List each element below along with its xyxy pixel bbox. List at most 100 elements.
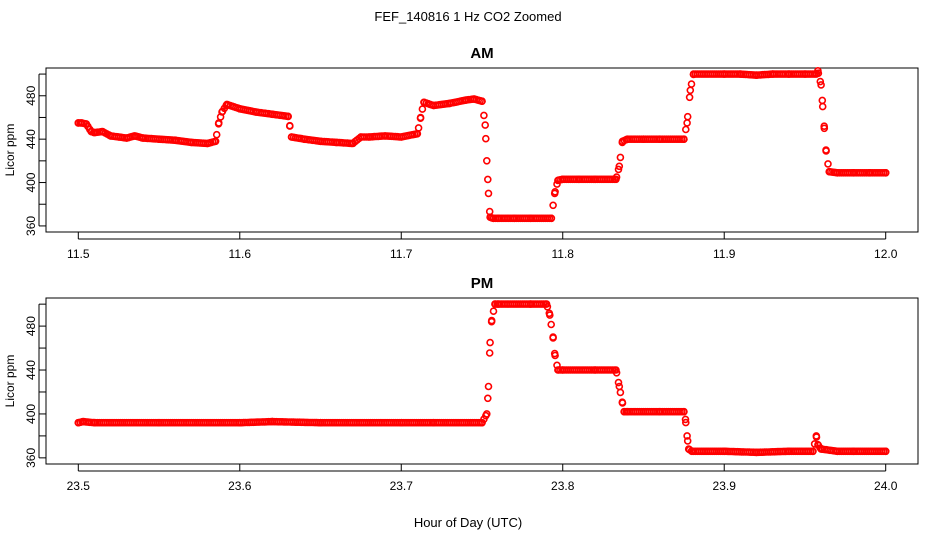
data-point [822, 146, 830, 154]
y-tick-label: 400 [24, 404, 38, 424]
data-point [681, 418, 690, 427]
data-point [816, 77, 825, 86]
data-point [817, 81, 825, 89]
data-point [817, 445, 825, 453]
data-point [614, 165, 623, 174]
plot-frame [45, 67, 919, 233]
x-tick-label: 12.0 [874, 247, 898, 261]
data-point [618, 399, 627, 407]
x-tick-label: 11.8 [552, 247, 575, 261]
data-point [114, 133, 123, 141]
data-point [480, 111, 488, 120]
data-point [510, 214, 519, 223]
data-point [615, 382, 624, 391]
panel-title: PM [471, 275, 494, 292]
data-point [849, 169, 858, 177]
data-point [155, 418, 163, 427]
data-point [74, 119, 83, 127]
data-points [74, 300, 890, 457]
data-point [526, 214, 535, 223]
data-point [818, 102, 827, 111]
data-point [212, 130, 221, 139]
data-point [223, 100, 231, 109]
x-tick-label: 23.9 [713, 479, 737, 493]
data-point [215, 119, 223, 127]
data-point [549, 201, 557, 210]
data-point [720, 447, 729, 456]
data-point [553, 180, 561, 188]
data-point [612, 175, 620, 184]
data-point [171, 136, 179, 144]
data-point [849, 447, 858, 456]
data-point [187, 138, 196, 147]
data-point [489, 214, 498, 223]
data-point [683, 119, 691, 127]
x-tick-label: 23.5 [67, 479, 91, 493]
data-point [686, 86, 695, 95]
data-point [332, 138, 341, 147]
data-point [810, 440, 819, 448]
data-point [236, 105, 244, 113]
data-point [623, 135, 632, 143]
data-point [752, 71, 761, 79]
data-point [268, 110, 276, 118]
data-point [429, 418, 438, 427]
data-point [680, 407, 688, 416]
data-point [833, 169, 842, 177]
data-point [489, 307, 498, 316]
data-point [812, 432, 821, 440]
y-tick-label: 440 [24, 360, 38, 380]
data-point [616, 153, 625, 162]
data-point [809, 447, 817, 456]
data-point [689, 70, 698, 78]
data-point [485, 349, 494, 357]
data-point [683, 112, 692, 121]
data-point [550, 349, 559, 358]
x-tick-label: 11.9 [713, 247, 736, 261]
x-tick-label: 23.6 [228, 479, 252, 493]
data-point [486, 338, 494, 347]
data-point [687, 80, 696, 88]
data-point [155, 135, 163, 143]
data-point [575, 175, 583, 184]
data-point [397, 418, 406, 427]
data-point [478, 97, 486, 105]
y-tick-label: 400 [24, 172, 38, 192]
data-point [558, 366, 567, 374]
data-point [106, 132, 115, 140]
y-tick-label: 440 [24, 129, 38, 149]
data-point [881, 447, 890, 456]
data-point [429, 101, 438, 110]
data-points [74, 67, 890, 223]
data-point [381, 132, 389, 140]
data-point [397, 133, 406, 141]
x-tick-label: 11.5 [67, 247, 90, 261]
data-point [416, 113, 425, 122]
data-point [623, 407, 632, 416]
data-point [683, 437, 692, 445]
data-point [825, 167, 834, 176]
data-point [542, 300, 551, 308]
data-point [218, 108, 226, 116]
data-point [683, 432, 691, 440]
data-point [558, 175, 567, 184]
x-tick-label: 23.7 [390, 479, 414, 493]
data-point [736, 70, 745, 78]
data-point [287, 133, 296, 141]
data-point [681, 125, 690, 134]
data-point [655, 135, 664, 143]
data-point [90, 128, 99, 137]
data-point [211, 137, 220, 146]
data-point [481, 134, 490, 143]
data-point [482, 410, 491, 418]
data-point [462, 96, 470, 104]
data-point [612, 366, 620, 374]
data-point [494, 214, 502, 223]
data-point [481, 121, 490, 129]
data-point [681, 415, 690, 424]
data-point [824, 160, 832, 168]
data-point [470, 95, 478, 103]
data-point [526, 300, 535, 308]
data-point [688, 447, 696, 456]
